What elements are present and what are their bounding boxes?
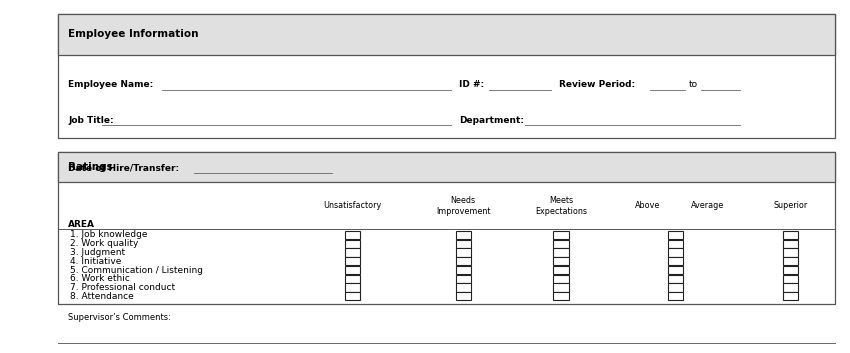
Bar (783, 248, 798, 257)
Bar (345, 248, 360, 257)
Bar (553, 266, 569, 274)
Text: Above: Above (635, 201, 660, 210)
Text: Supervisor’s Comments:: Supervisor’s Comments: (68, 313, 171, 322)
Text: Employee Name:: Employee Name: (68, 80, 153, 89)
Text: AREA: AREA (68, 220, 95, 229)
Bar (783, 231, 798, 239)
Bar (58, 152, 835, 304)
Text: Superior: Superior (774, 201, 807, 210)
Bar (345, 275, 360, 283)
Bar (783, 292, 798, 300)
Bar (456, 240, 471, 248)
Bar (345, 231, 360, 239)
Text: 1. Job knowledge: 1. Job knowledge (70, 231, 147, 239)
Bar (345, 240, 360, 248)
Bar (783, 257, 798, 265)
Text: Needs
Improvement: Needs Improvement (436, 196, 490, 216)
Text: 6. Work ethic: 6. Work ethic (70, 274, 129, 283)
Bar (345, 257, 360, 265)
Bar (58, 14, 835, 55)
Bar (553, 275, 569, 283)
Text: Job Title:: Job Title: (68, 115, 114, 125)
Text: 3. Judgment: 3. Judgment (70, 248, 125, 257)
Bar (553, 240, 569, 248)
Bar (345, 292, 360, 300)
Bar (783, 240, 798, 248)
Bar (553, 248, 569, 257)
Bar (668, 266, 683, 274)
Bar (668, 292, 683, 300)
Bar (668, 283, 683, 292)
Bar (456, 292, 471, 300)
Bar (345, 283, 360, 292)
Text: 2. Work quality: 2. Work quality (70, 239, 138, 248)
Bar (58, 152, 835, 182)
Bar (553, 283, 569, 292)
Text: ID #:: ID #: (459, 80, 484, 89)
Bar (58, 14, 835, 138)
Bar (456, 266, 471, 274)
Bar (456, 257, 471, 265)
Text: Department:: Department: (459, 115, 524, 125)
Text: to: to (688, 80, 698, 89)
Text: Unsatisfactory: Unsatisfactory (324, 201, 382, 210)
Bar (783, 275, 798, 283)
Bar (456, 248, 471, 257)
Bar (456, 231, 471, 239)
Text: 7. Professional conduct: 7. Professional conduct (70, 283, 175, 292)
Text: 5. Communication / Listening: 5. Communication / Listening (70, 265, 202, 275)
Text: 8. Attendance: 8. Attendance (70, 292, 133, 301)
Text: Ratings: Ratings (68, 162, 113, 172)
Text: Employee Information: Employee Information (68, 29, 199, 40)
Bar (668, 240, 683, 248)
Bar (456, 275, 471, 283)
Bar (456, 283, 471, 292)
Text: Review Period:: Review Period: (559, 80, 636, 89)
Bar (668, 231, 683, 239)
Bar (553, 257, 569, 265)
Bar (668, 248, 683, 257)
Text: 4. Initiative: 4. Initiative (70, 257, 121, 266)
Bar (783, 283, 798, 292)
Bar (345, 266, 360, 274)
Bar (553, 231, 569, 239)
Bar (668, 257, 683, 265)
Bar (668, 275, 683, 283)
Text: Average: Average (690, 201, 724, 210)
Text: Meets
Expectations: Meets Expectations (535, 196, 587, 216)
Text: Date of Hire/Transfer:: Date of Hire/Transfer: (68, 163, 179, 172)
Bar (553, 292, 569, 300)
Bar (783, 266, 798, 274)
